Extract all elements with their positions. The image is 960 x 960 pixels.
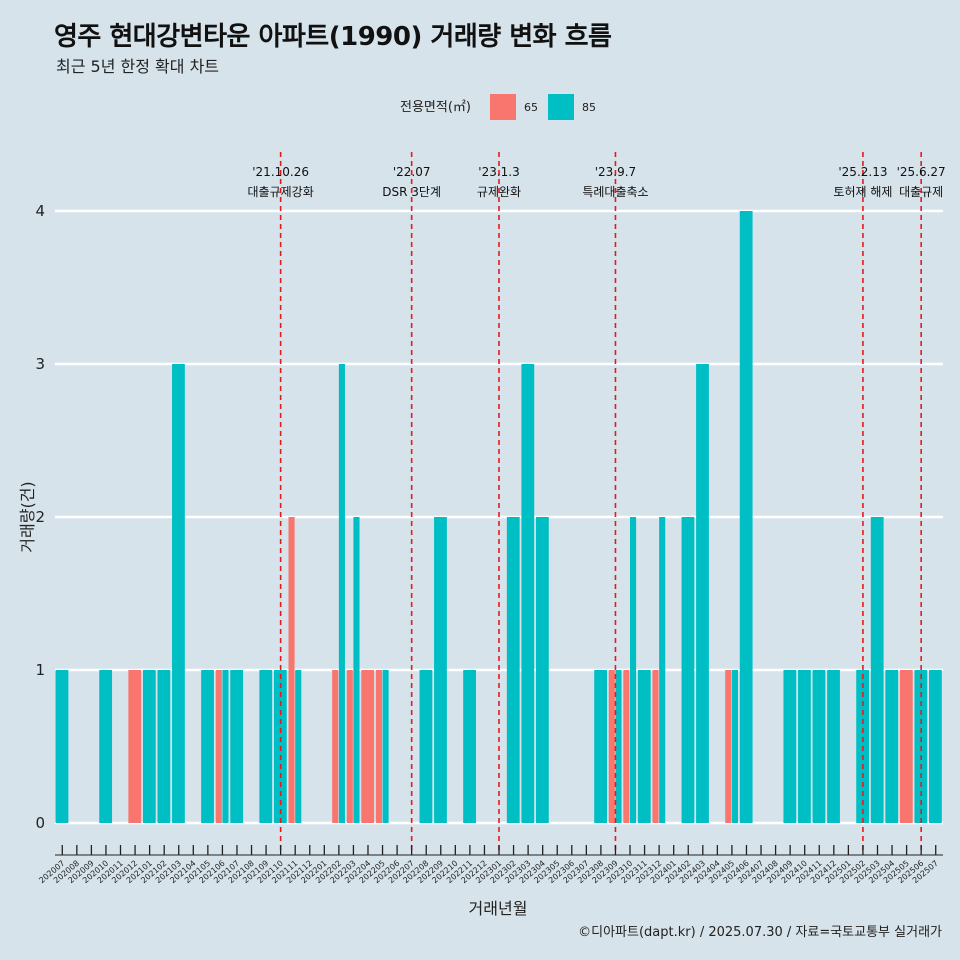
y-tick-label: 0 <box>35 814 45 832</box>
bar-85-202507 <box>929 670 942 823</box>
y-tick-label: 4 <box>35 202 45 220</box>
event-date: '21.10.26 <box>252 165 309 179</box>
bar-85-202106 <box>222 670 229 823</box>
bar-65-202111 <box>288 517 295 823</box>
bar-85-202211 <box>463 670 476 823</box>
bar-65-202312 <box>652 670 659 823</box>
legend-label-65: 65 <box>524 101 538 114</box>
bar-65-202204 <box>361 670 375 823</box>
bar-85-202109 <box>259 670 273 823</box>
bar-85-202304 <box>535 517 549 823</box>
bar-85-202403 <box>696 364 709 823</box>
event-label: 특례대출축소 <box>582 185 648 199</box>
x-axis: 2020072020082020092020102020112020122021… <box>37 845 943 885</box>
event-label: 토허제 해제 <box>833 185 892 199</box>
event-date: '25.6.27 <box>897 165 946 179</box>
bar-85-202409 <box>783 670 797 823</box>
bar-65-202106 <box>215 670 222 823</box>
bar-85-202411 <box>812 670 826 823</box>
bars <box>55 211 942 823</box>
bar-65-202310 <box>623 670 630 823</box>
bar-85-202208 <box>419 670 433 823</box>
bar-85-202203 <box>353 517 360 823</box>
bar-85-202412 <box>827 670 840 823</box>
x-axis-title: 거래년월 <box>469 899 528 918</box>
bar-85-202309 <box>615 670 622 823</box>
bar-65-202405 <box>725 670 732 823</box>
legend-swatch-85 <box>548 94 574 120</box>
event-date: '25.2.13 <box>838 165 887 179</box>
chart-subtitle: 최근 5년 한정 확대 차트 <box>56 57 220 76</box>
bar-85-202107 <box>230 670 244 823</box>
bar-85-202209 <box>434 517 447 823</box>
chart-title: 영주 현대강변타운 아파트(1990) 거래량 변화 흐름 <box>54 22 612 52</box>
legend-label-85: 85 <box>582 101 596 114</box>
bar-65-202012 <box>128 670 142 823</box>
bar-65-202505 <box>899 670 913 823</box>
legend-swatch-65 <box>490 94 516 120</box>
bar-85-202312 <box>659 517 666 823</box>
event-label: 대출규제 <box>899 185 943 199</box>
bar-85-202402 <box>681 517 695 823</box>
bar-65-202309 <box>608 670 615 823</box>
bar-85-202111 <box>295 670 302 823</box>
bar-85-202103 <box>172 364 185 823</box>
legend-title: 전용면적(㎡) <box>400 100 471 115</box>
bar-85-202303 <box>521 364 535 823</box>
event-markers: '21.10.26 대출규제강화 '22.07 DSR 3단계 '23.1.3 규제완화 '… <box>248 152 946 852</box>
bar-85-202310 <box>630 517 637 823</box>
legend: 전용면적(㎡) 65 85 <box>400 94 596 120</box>
bar-85-202503 <box>870 517 884 823</box>
y-tick-label: 3 <box>35 355 45 373</box>
y-tick-label: 2 <box>35 508 45 526</box>
bar-85-202202 <box>338 364 345 823</box>
source-caption: ©디아파트(dapt.kr) / 2025.07.30 / 자료=국토교통부 실… <box>578 925 942 940</box>
event-label: DSR 3단계 <box>382 185 441 199</box>
bar-85-202101 <box>142 670 156 823</box>
bar-65-202203 <box>346 670 353 823</box>
event-label: 대출규제강화 <box>248 185 314 199</box>
bar-85-202308 <box>594 670 607 823</box>
bar-85-202205 <box>382 670 389 823</box>
y-tick-label: 1 <box>35 661 45 679</box>
y-axis: 0 1 2 3 4 <box>35 202 45 832</box>
event-date: '22.07 <box>393 165 431 179</box>
y-axis-title: 거래량(건) <box>18 481 37 552</box>
bar-85-202007 <box>55 670 69 823</box>
bar-85-202405 <box>731 670 739 823</box>
bar-85-202302 <box>506 517 520 823</box>
bar-65-202202 <box>332 670 339 823</box>
bar-85-202406 <box>739 211 753 823</box>
event-date: '23.9.7 <box>595 165 636 179</box>
bar-85-202410 <box>798 670 811 823</box>
bar-65-202205 <box>375 670 382 823</box>
bar-85-202105 <box>201 670 214 823</box>
bar-85-202311 <box>637 670 651 823</box>
bar-85-202102 <box>157 670 171 823</box>
bar-85-202504 <box>885 670 899 823</box>
event-label: 규제완화 <box>477 185 521 199</box>
event-date: '23.1.3 <box>478 165 519 179</box>
bar-85-202010 <box>99 670 113 823</box>
